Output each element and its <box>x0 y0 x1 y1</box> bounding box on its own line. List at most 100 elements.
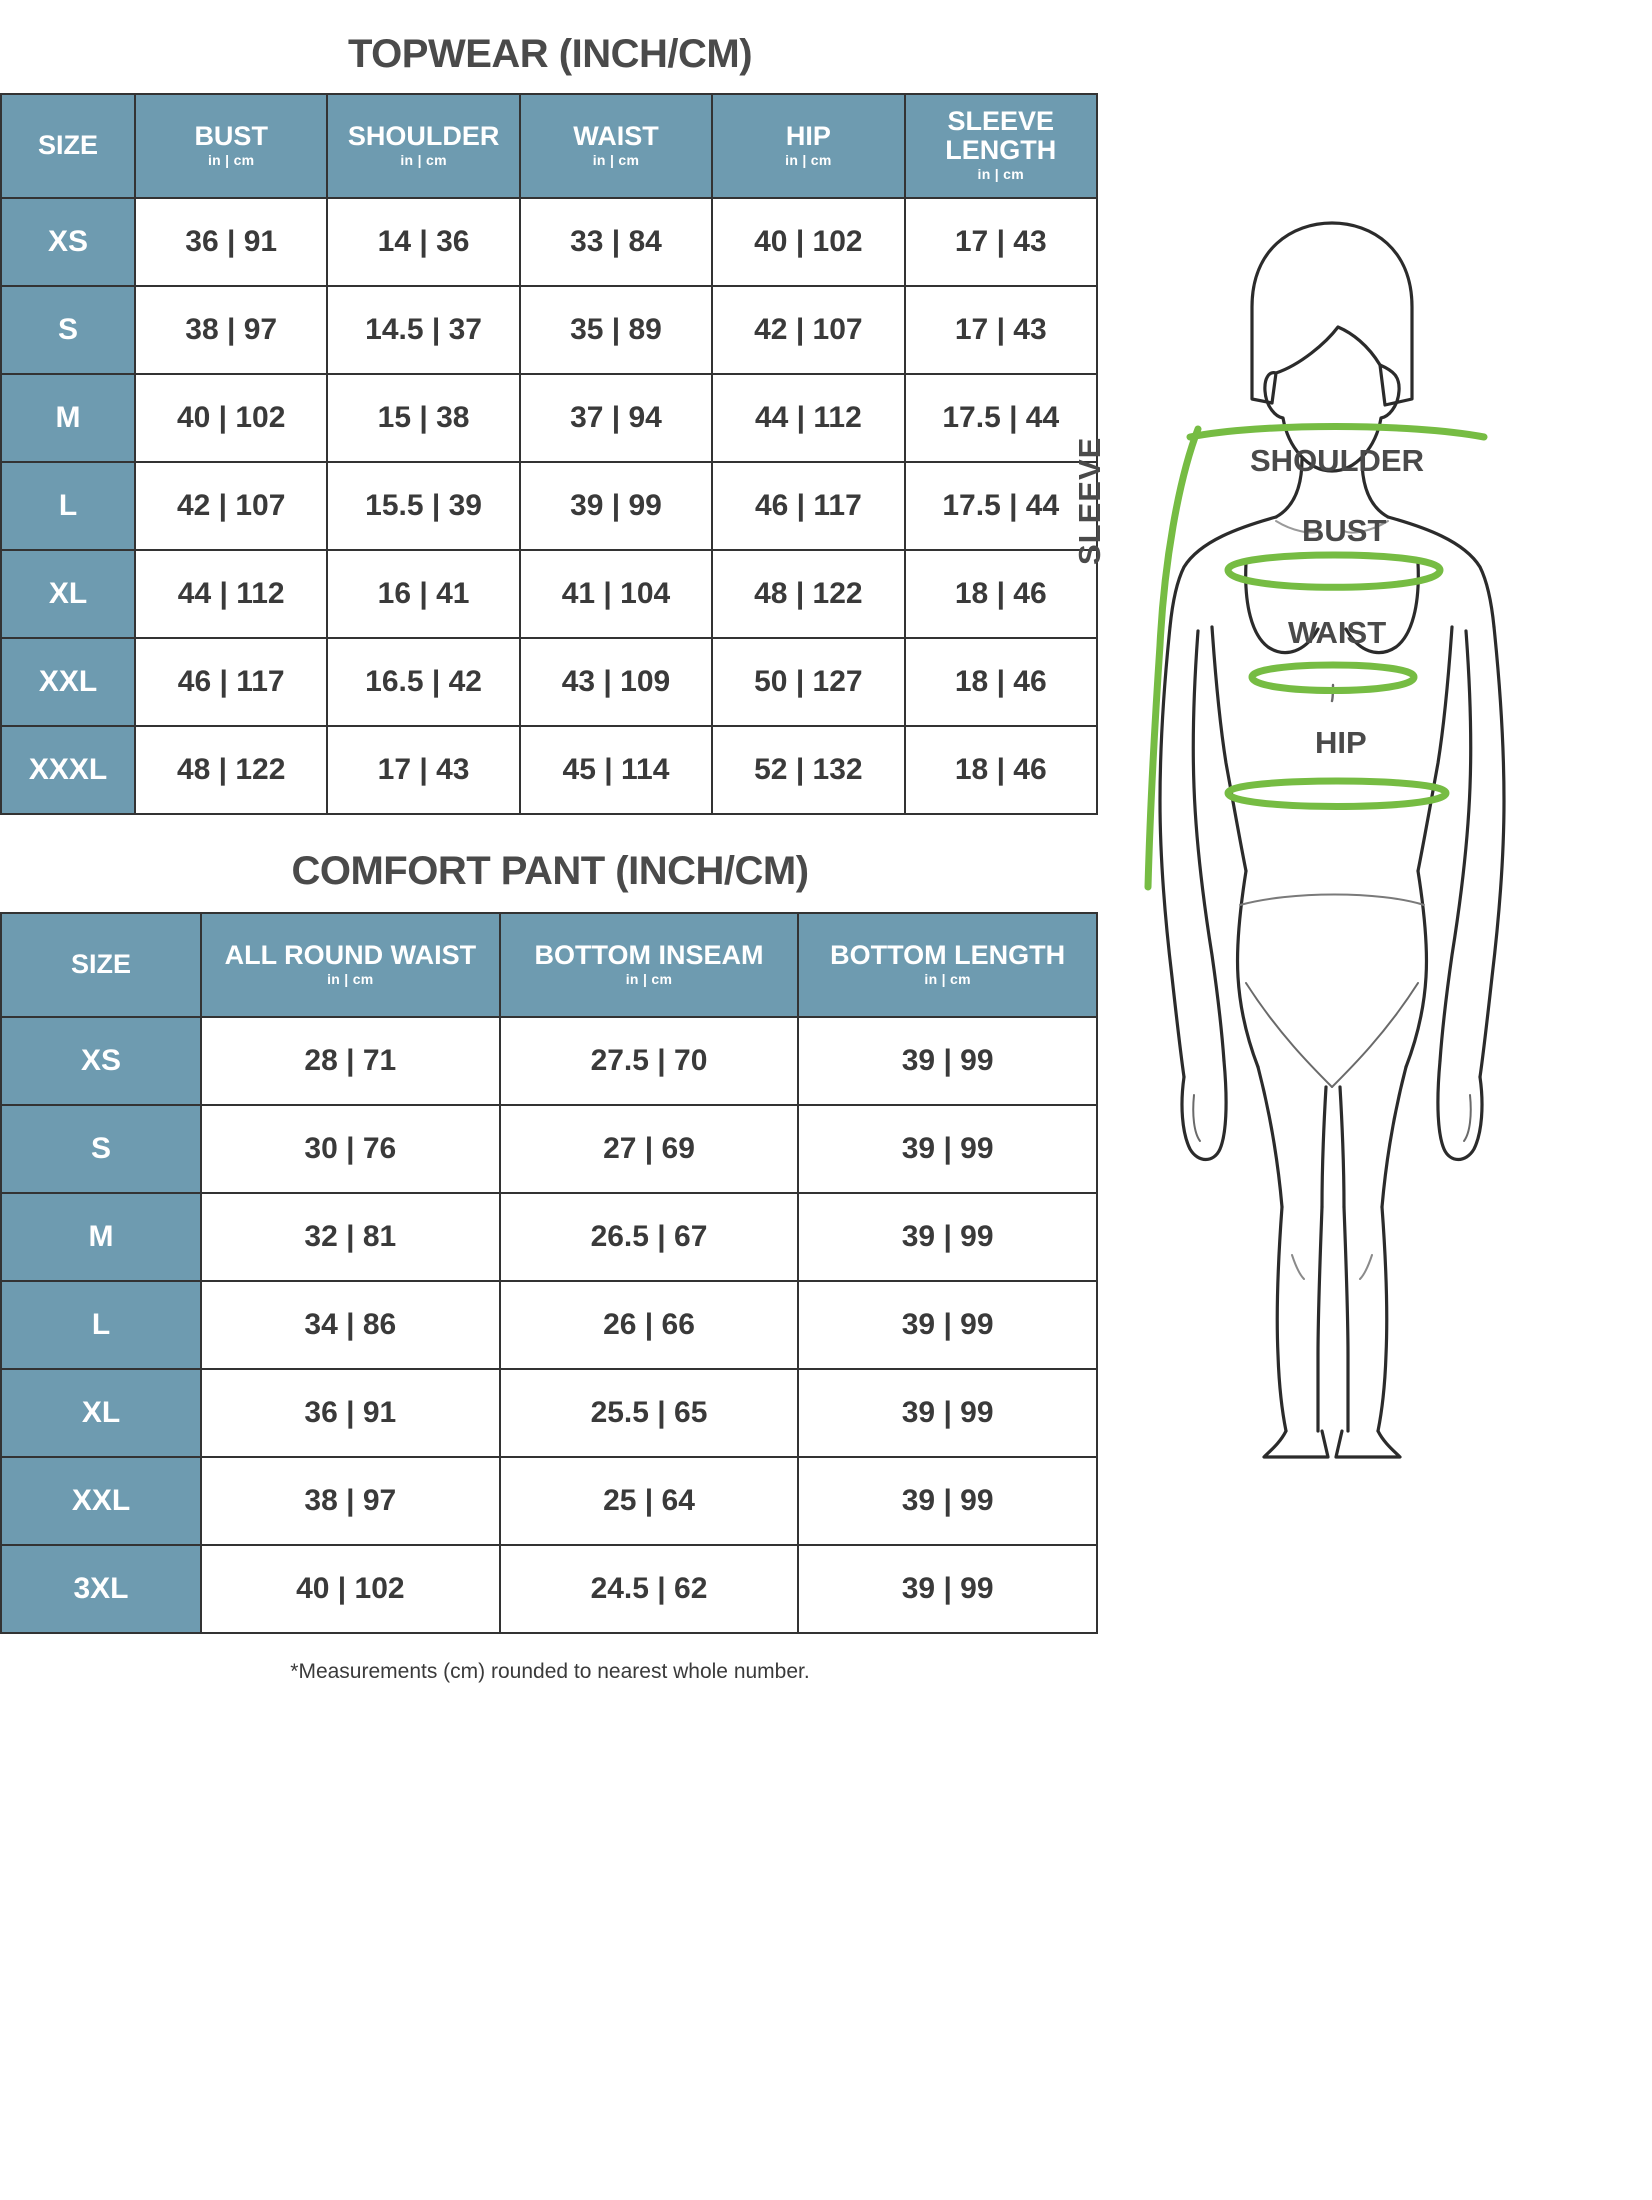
topwear-bust-cell: 42 | 107 <box>133 461 329 551</box>
pant-size-cell: M <box>0 1192 202 1282</box>
topwear-size-cell: XXL <box>0 637 136 727</box>
pant-col-bottom-length-unit: in | cm <box>924 970 971 987</box>
table-row: M 40 | 102 15 | 38 37 | 94 44 | 112 17.5 | 44 <box>0 373 1099 463</box>
pant-size-cell: S <box>0 1104 202 1194</box>
measurement-tape-lines <box>1144 423 1488 891</box>
table-row: XL 36 | 91 25.5 | 65 39 | 99 <box>0 1368 1098 1458</box>
topwear-col-sleeve: SLEEVE LENGTH in | cm <box>903 93 1099 199</box>
topwear-sleeve-cell: 18 | 46 <box>903 725 1099 815</box>
pant-size-cell: 3XL <box>0 1544 202 1634</box>
topwear-col-shoulder-unit: in | cm <box>400 151 447 168</box>
pant-size-cell: L <box>0 1280 202 1370</box>
hip-tape-icon <box>1224 777 1450 810</box>
pant-waist-cell: 34 | 86 <box>200 1280 501 1370</box>
topwear-col-bust-label: BUST <box>194 120 268 151</box>
topwear-waist-cell: 39 | 99 <box>518 461 714 551</box>
table-row: XXL 38 | 97 25 | 64 39 | 99 <box>0 1456 1098 1546</box>
female-body-outline-icon <box>1144 221 1506 1459</box>
topwear-hip-cell: 46 | 117 <box>711 461 906 551</box>
topwear-col-sleeve-unit: in | cm <box>977 166 1025 183</box>
topwear-waist-cell: 33 | 84 <box>518 197 714 287</box>
topwear-bust-cell: 44 | 112 <box>133 549 329 639</box>
measurement-footnote: *Measurements (cm) rounded to nearest wh… <box>290 1660 810 1683</box>
bust-tape-icon <box>1224 551 1444 591</box>
sleeve-tape-icon <box>1144 425 1202 891</box>
pant-inseam-cell: 25 | 64 <box>498 1456 800 1546</box>
table-row: XS 28 | 71 27.5 | 70 39 | 99 <box>0 1016 1098 1106</box>
pant-col-allround-waist-unit: in | cm <box>327 970 374 987</box>
waist-tape-icon <box>1248 661 1418 694</box>
shoulder-tape-icon <box>1186 423 1488 441</box>
topwear-col-waist-label: WAIST <box>573 120 659 151</box>
pant-inseam-cell: 27.5 | 70 <box>498 1016 800 1106</box>
topwear-col-hip: HIP in | cm <box>711 93 906 199</box>
pant-inseam-cell: 26.5 | 67 <box>498 1192 800 1282</box>
topwear-sleeve-cell: 18 | 46 <box>903 637 1099 727</box>
pant-inseam-cell: 26 | 66 <box>498 1280 800 1370</box>
pant-col-allround-waist: ALL ROUND WAIST in | cm <box>200 912 501 1018</box>
topwear-sleeve-cell: 17.5 | 44 <box>903 373 1099 463</box>
pant-length-cell: 39 | 99 <box>797 1544 1098 1634</box>
topwear-shoulder-cell: 16.5 | 42 <box>326 637 521 727</box>
pant-size-cell: XL <box>0 1368 202 1458</box>
pant-inseam-cell: 27 | 69 <box>498 1104 800 1194</box>
topwear-waist-cell: 37 | 94 <box>518 373 714 463</box>
topwear-waist-cell: 41 | 104 <box>518 549 714 639</box>
pant-length-cell: 39 | 99 <box>797 1016 1098 1106</box>
table-row: M 32 | 81 26.5 | 67 39 | 99 <box>0 1192 1098 1282</box>
topwear-header-row: SIZE BUST in | cm SHOULDER in | cm WAIST… <box>0 93 1099 199</box>
topwear-table: SIZE BUST in | cm SHOULDER in | cm WAIST… <box>0 93 1099 815</box>
topwear-bust-cell: 36 | 91 <box>133 197 329 287</box>
topwear-bust-cell: 46 | 117 <box>133 637 329 727</box>
pant-size-cell: XXL <box>0 1456 202 1546</box>
topwear-table-body: XS 36 | 91 14 | 36 33 | 84 40 | 102 17 | 43 S 3… <box>0 197 1099 815</box>
topwear-size-cell: M <box>0 373 136 463</box>
pant-col-size: SIZE <box>0 912 202 1018</box>
pant-waist-cell: 32 | 81 <box>200 1192 501 1282</box>
pant-header-row: SIZE ALL ROUND WAIST in | cm BOTTOM INSE… <box>0 912 1098 1018</box>
topwear-hip-cell: 42 | 107 <box>711 285 906 375</box>
figure-label-sleeve: SLEEVE <box>1072 436 1107 565</box>
figure-label-waist: WAIST <box>1288 615 1387 650</box>
topwear-size-cell: L <box>0 461 136 551</box>
topwear-size-cell: S <box>0 285 136 375</box>
pant-col-size-label: SIZE <box>70 948 131 979</box>
topwear-sleeve-cell: 17 | 43 <box>903 197 1099 287</box>
topwear-waist-cell: 43 | 109 <box>518 637 714 727</box>
topwear-hip-cell: 44 | 112 <box>711 373 906 463</box>
pant-col-allround-waist-label: ALL ROUND WAIST <box>224 939 477 970</box>
topwear-bust-cell: 48 | 122 <box>133 725 329 815</box>
table-row: L 34 | 86 26 | 66 39 | 99 <box>0 1280 1098 1370</box>
topwear-size-cell: XS <box>0 197 136 287</box>
topwear-col-waist: WAIST in | cm <box>518 93 714 199</box>
topwear-waist-cell: 35 | 89 <box>518 285 714 375</box>
topwear-col-shoulder-label: SHOULDER <box>347 120 500 151</box>
table-row: L 42 | 107 15.5 | 39 39 | 99 46 | 117 17.5 | … <box>0 461 1099 551</box>
topwear-col-hip-label: HIP <box>785 120 831 151</box>
tables-column: TOPWEAR (INCH/CM) SIZE BUST in | cm SHOU… <box>0 32 1099 1683</box>
topwear-bust-cell: 40 | 102 <box>133 373 329 463</box>
figure-column: SHOULDER BUST WAIST HIP SLEEVE <box>1072 0 1652 2200</box>
pant-table: SIZE ALL ROUND WAIST in | cm BOTTOM INSE… <box>0 912 1098 1634</box>
topwear-shoulder-cell: 14 | 36 <box>326 197 521 287</box>
table-row: S 30 | 76 27 | 69 39 | 99 <box>0 1104 1098 1194</box>
topwear-title: TOPWEAR (INCH/CM) <box>347 32 753 76</box>
topwear-shoulder-cell: 14.5 | 37 <box>326 285 521 375</box>
pant-inseam-cell: 25.5 | 65 <box>498 1368 800 1458</box>
table-row: XXL 46 | 117 16.5 | 42 43 | 109 50 | 127 18 |… <box>0 637 1099 727</box>
topwear-col-hip-unit: in | cm <box>785 151 832 168</box>
figure-label-shoulder: SHOULDER <box>1250 443 1424 478</box>
table-row: S 38 | 97 14.5 | 37 35 | 89 42 | 107 17 | 43 <box>0 285 1099 375</box>
topwear-bust-cell: 38 | 97 <box>133 285 329 375</box>
table-row: XS 36 | 91 14 | 36 33 | 84 40 | 102 17 | 43 <box>0 197 1099 287</box>
topwear-size-cell: XL <box>0 549 136 639</box>
topwear-size-cell: XXXL <box>0 725 136 815</box>
pant-table-body: XS 28 | 71 27.5 | 70 39 | 99 S 30 | 76 27 | 69… <box>0 1016 1098 1634</box>
topwear-sleeve-cell: 17 | 43 <box>903 285 1099 375</box>
pant-length-cell: 39 | 99 <box>797 1192 1098 1282</box>
table-row: XL 44 | 112 16 | 41 41 | 104 48 | 122 18 | 46 <box>0 549 1099 639</box>
pant-col-bottom-inseam: BOTTOM INSEAM in | cm <box>498 912 800 1018</box>
topwear-table-head: SIZE BUST in | cm SHOULDER in | cm WAIST… <box>0 93 1099 199</box>
topwear-waist-cell: 45 | 114 <box>518 725 714 815</box>
